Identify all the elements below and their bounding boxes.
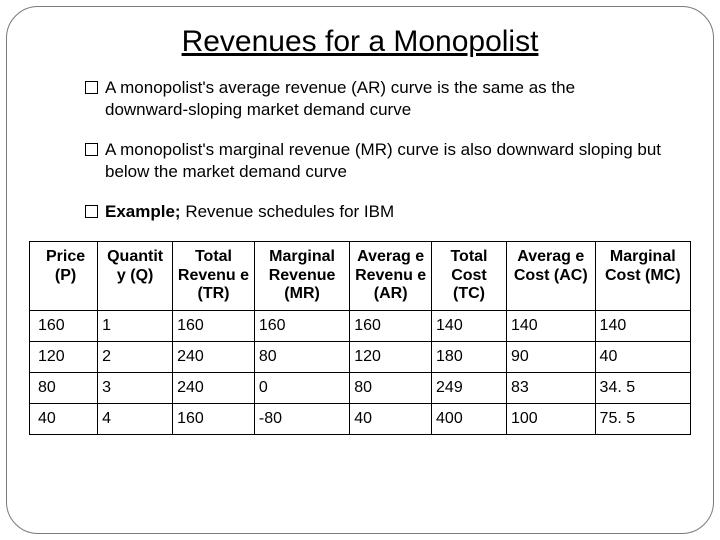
table-row: 40 4 160 -80 40 400 100 75. 5 [30, 403, 691, 434]
cell: 160 [350, 310, 432, 341]
col-header: Total Cost (TC) [432, 242, 507, 310]
cell: 160 [30, 310, 98, 341]
cell: 400 [432, 403, 507, 434]
col-header: Averag e Revenu e (AR) [350, 242, 432, 310]
slide-title: Revenues for a Monopolist [29, 25, 691, 59]
table-row: 80 3 240 0 80 249 83 34. 5 [30, 372, 691, 403]
col-header: Price (P) [30, 242, 98, 310]
bullet-text: monopolist's marginal revenue (MR) curve… [105, 140, 661, 181]
cell: 1 [98, 310, 173, 341]
cell: 34. 5 [595, 372, 690, 403]
cell: 160 [173, 310, 255, 341]
cell: 160 [173, 403, 255, 434]
cell: 140 [506, 310, 595, 341]
col-header: Marginal Revenue (MR) [254, 242, 349, 310]
bullet-text: monopolist's average revenue (AR) curve … [105, 78, 575, 119]
cell: 75. 5 [595, 403, 690, 434]
bullet-item: A monopolist's average revenue (AR) curv… [85, 77, 661, 121]
bullet-item: A monopolist's marginal revenue (MR) cur… [85, 139, 661, 183]
bullet-list: A monopolist's average revenue (AR) curv… [85, 77, 661, 223]
col-header: Quantit y (Q) [98, 242, 173, 310]
cell: 40 [30, 403, 98, 434]
cell: 120 [30, 341, 98, 372]
cell: 4 [98, 403, 173, 434]
bullet-lead: A [105, 78, 115, 97]
table-row: 160 1 160 160 160 140 140 140 [30, 310, 691, 341]
table-header-row: Price (P) Quantit y (Q) Total Revenu e (… [30, 242, 691, 310]
cell: 140 [595, 310, 690, 341]
revenue-table: Price (P) Quantit y (Q) Total Revenu e (… [29, 241, 691, 434]
col-header: Total Revenu e (TR) [173, 242, 255, 310]
cell: 249 [432, 372, 507, 403]
cell: 40 [350, 403, 432, 434]
cell: 40 [595, 341, 690, 372]
cell: 0 [254, 372, 349, 403]
cell: 100 [506, 403, 595, 434]
cell: 3 [98, 372, 173, 403]
bullet-text: Revenue schedules for IBM [181, 202, 395, 221]
cell: 83 [506, 372, 595, 403]
bullet-lead: Example; [105, 202, 181, 221]
bullet-item: Example; Revenue schedules for IBM [85, 201, 661, 223]
cell: -80 [254, 403, 349, 434]
table-row: 120 2 240 80 120 180 90 40 [30, 341, 691, 372]
cell: 160 [254, 310, 349, 341]
slide-frame: Revenues for a Monopolist A monopolist's… [6, 6, 714, 534]
cell: 240 [173, 341, 255, 372]
col-header: Averag e Cost (AC) [506, 242, 595, 310]
cell: 80 [254, 341, 349, 372]
cell: 140 [432, 310, 507, 341]
cell: 80 [350, 372, 432, 403]
col-header: Marginal Cost (MC) [595, 242, 690, 310]
cell: 120 [350, 341, 432, 372]
cell: 2 [98, 341, 173, 372]
bullet-lead: A [105, 140, 115, 159]
cell: 180 [432, 341, 507, 372]
cell: 80 [30, 372, 98, 403]
cell: 90 [506, 341, 595, 372]
cell: 240 [173, 372, 255, 403]
